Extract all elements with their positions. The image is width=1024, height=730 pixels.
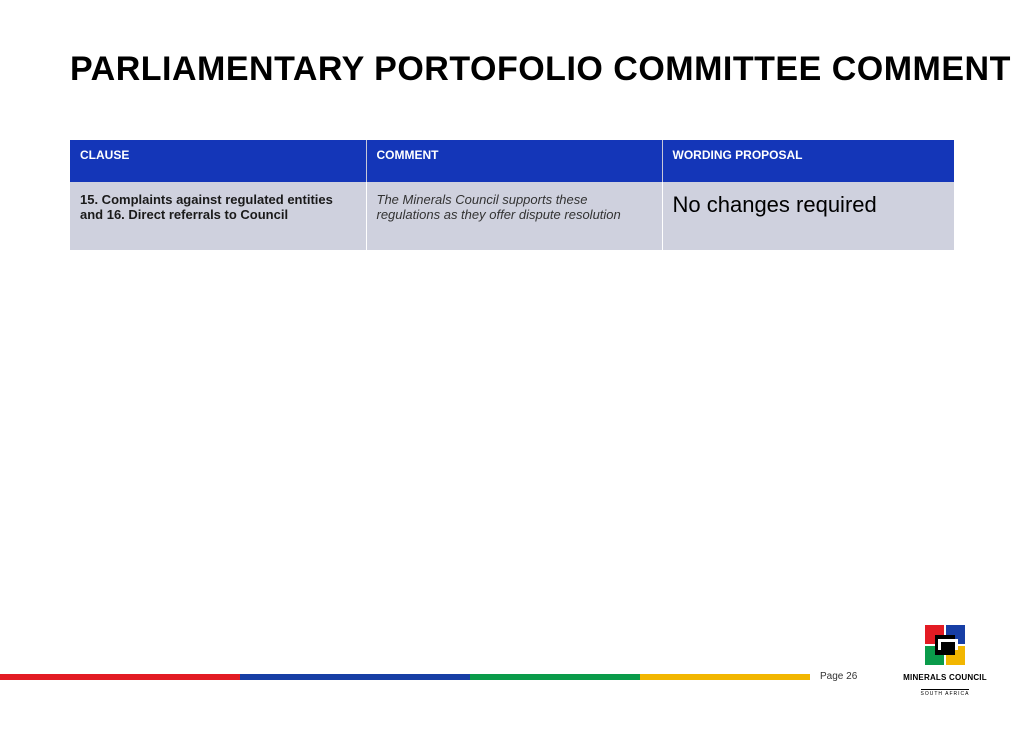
cell-proposal: No changes required [662, 182, 954, 250]
logo-square-black [935, 635, 955, 655]
slide-title: PARLIAMENTARY PORTOFOLIO COMMITTEE COMME… [70, 50, 1011, 89]
col-header-proposal: WORDING PROPOSAL [662, 140, 954, 182]
page-number: Page 26 [820, 671, 857, 682]
page-num: 26 [846, 671, 857, 682]
stripe-red [0, 674, 240, 680]
logo-icon [917, 625, 973, 667]
table-row: 15. Complaints against regulated entitie… [70, 182, 954, 250]
stripe-yellow [640, 674, 810, 680]
col-header-comment: COMMENT [366, 140, 662, 182]
cell-clause: 15. Complaints against regulated entitie… [70, 182, 366, 250]
stripe-green [470, 674, 640, 680]
table-header-row: CLAUSE COMMENT WORDING PROPOSAL [70, 140, 954, 182]
minerals-council-logo: MINERALS COUNCIL SOUTH AFRICA [896, 625, 994, 700]
logo-text: MINERALS COUNCIL [896, 673, 994, 682]
logo-subtext: SOUTH AFRICA [921, 689, 970, 697]
comment-table: CLAUSE COMMENT WORDING PROPOSAL 15. Comp… [70, 140, 954, 250]
cell-comment: The Minerals Council supports these regu… [366, 182, 662, 250]
footer-color-stripe [0, 674, 810, 680]
page-label: Page [820, 671, 843, 682]
stripe-blue [240, 674, 470, 680]
col-header-clause: CLAUSE [70, 140, 366, 182]
